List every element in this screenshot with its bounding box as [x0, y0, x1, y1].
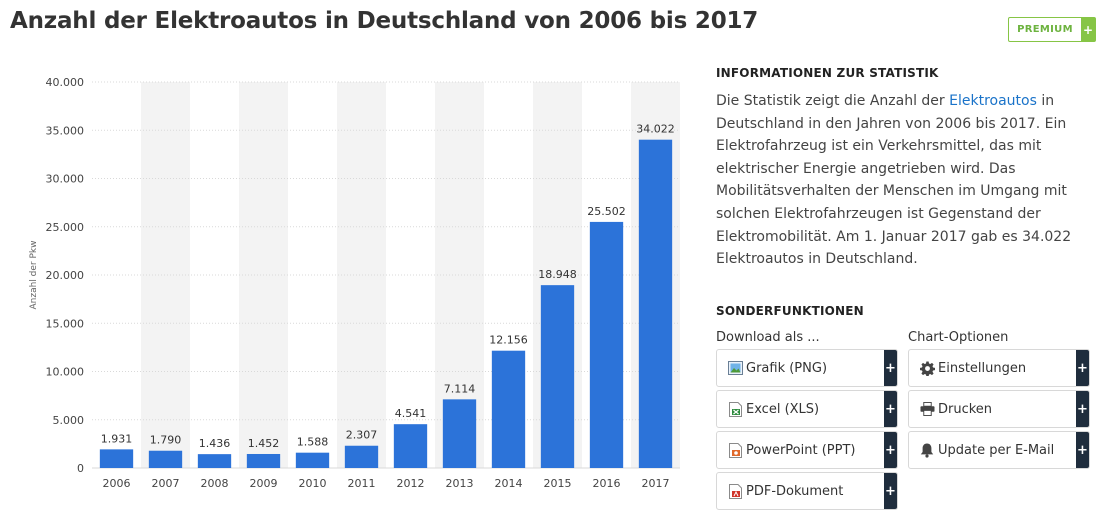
bar-value-label: 1.588: [297, 436, 329, 449]
print-label: Drucken: [938, 401, 993, 417]
bar: [344, 445, 379, 468]
special-functions-heading: SONDERFUNKTIONEN: [716, 304, 864, 318]
bar-value-label: 7.114: [444, 382, 476, 395]
chart-options-column: Chart-Optionen Einstellungen + Drucken +…: [908, 330, 1098, 472]
y-tick-label: 0: [77, 462, 84, 475]
bar: [393, 424, 428, 468]
info-heading: INFORMATIONEN ZUR STATISTIK: [716, 66, 939, 80]
bar-value-label: 1.790: [150, 434, 182, 447]
premium-label: PREMIUM: [1017, 24, 1073, 35]
print-button[interactable]: Drucken +: [908, 390, 1090, 428]
bar-value-label: 1.452: [248, 437, 280, 450]
info-text-before: Die Statistik zeigt die Anzahl der: [716, 93, 950, 109]
settings-label: Einstellungen: [938, 360, 1027, 376]
email-update-button[interactable]: Update per E-Mail +: [908, 431, 1090, 469]
download-column: Download als ... Grafik (PNG) + Excel (X…: [716, 330, 906, 513]
y-tick-label: 35.000: [46, 124, 85, 137]
x-tick-label: 2008: [201, 477, 229, 490]
download-pdf-label: PDF-Dokument: [746, 483, 844, 499]
bar-chart: 0 5.000 10.000 15.000 20.000 25.000 30.000 35.0…: [29, 76, 680, 490]
bar: [295, 452, 330, 468]
plus-icon: +: [1076, 432, 1089, 468]
bar: [638, 139, 673, 469]
plus-icon: +: [884, 473, 897, 509]
bar-value-label: 1.931: [101, 432, 133, 445]
page-title: Anzahl der Elektroautos in Deutschland v…: [10, 8, 759, 34]
x-tick-label: 2015: [544, 477, 572, 490]
premium-badge[interactable]: PREMIUM +: [1008, 17, 1096, 42]
bar: [540, 285, 575, 468]
excel-file-icon: [727, 401, 743, 417]
plus-icon: +: [884, 432, 897, 468]
bell-icon: [919, 442, 935, 458]
download-ppt-button[interactable]: PowerPoint (PPT) +: [716, 431, 898, 469]
y-tick-label: 5.000: [53, 414, 85, 427]
bar-value-label: 18.948: [538, 268, 577, 281]
email-update-label: Update per E-Mail: [938, 442, 1055, 458]
bar: [246, 453, 281, 468]
download-png-button[interactable]: Grafik (PNG) +: [716, 349, 898, 387]
bar-value-label: 12.156: [489, 334, 528, 347]
chart-options-title: Chart-Optionen: [908, 330, 1009, 345]
plus-icon: +: [884, 391, 897, 427]
x-tick-label: 2012: [397, 477, 425, 490]
y-tick-label: 15.000: [46, 317, 85, 330]
y-tick-label: 20.000: [46, 269, 85, 282]
bar: [442, 399, 477, 468]
y-tick-label: 40.000: [46, 76, 85, 89]
statistics-info-panel: INFORMATIONEN ZUR STATISTIK Die Statisti…: [716, 66, 1096, 271]
x-tick-label: 2007: [152, 477, 180, 490]
download-xls-button[interactable]: Excel (XLS) +: [716, 390, 898, 428]
y-tick-label: 30.000: [46, 173, 85, 186]
settings-button[interactable]: Einstellungen +: [908, 349, 1090, 387]
premium-plus-icon: +: [1081, 18, 1095, 41]
bar: [148, 450, 183, 468]
x-tick-label: 2010: [299, 477, 327, 490]
x-tick-label: 2014: [495, 477, 523, 490]
plus-icon: +: [1076, 391, 1089, 427]
x-tick-label: 2017: [642, 477, 670, 490]
printer-icon: [919, 401, 935, 417]
bar-value-label: 1.436: [199, 437, 231, 450]
x-tick-label: 2016: [593, 477, 621, 490]
x-tick-label: 2013: [446, 477, 474, 490]
x-tick-label: 2011: [348, 477, 376, 490]
bar-value-label: 2.307: [346, 429, 378, 442]
bar-value-label: 4.541: [395, 407, 427, 420]
download-png-label: Grafik (PNG): [746, 360, 828, 376]
bar-value-label: 25.502: [587, 205, 626, 218]
plus-icon: +: [1076, 350, 1089, 386]
y-tick-label: 25.000: [46, 221, 85, 234]
image-file-icon: [727, 360, 743, 376]
bar: [197, 454, 232, 468]
y-tick-label: 10.000: [46, 366, 85, 379]
y-axis-label: Anzahl der Pkw: [29, 241, 39, 310]
info-description: Die Statistik zeigt die Anzahl der Elekt…: [716, 90, 1096, 271]
gear-icon: [919, 360, 935, 376]
x-tick-label: 2009: [250, 477, 278, 490]
download-ppt-label: PowerPoint (PPT): [746, 442, 856, 458]
download-xls-label: Excel (XLS): [746, 401, 820, 417]
bar: [589, 221, 624, 468]
bar-value-label: 34.022: [636, 123, 675, 136]
pdf-file-icon: [727, 483, 743, 499]
elektroautos-link[interactable]: Elektroautos: [949, 93, 1037, 109]
bar: [491, 350, 526, 468]
download-pdf-button[interactable]: PDF-Dokument +: [716, 472, 898, 510]
special-functions-panel: SONDERFUNKTIONEN Download als ... Grafik…: [716, 304, 1096, 510]
bar: [99, 449, 134, 468]
download-title: Download als ...: [716, 330, 820, 345]
plus-icon: +: [884, 350, 897, 386]
info-text-after: in Deutschland in den Jahren von 2006 bi…: [716, 93, 1072, 268]
powerpoint-file-icon: [727, 442, 743, 458]
x-tick-label: 2006: [103, 477, 131, 490]
